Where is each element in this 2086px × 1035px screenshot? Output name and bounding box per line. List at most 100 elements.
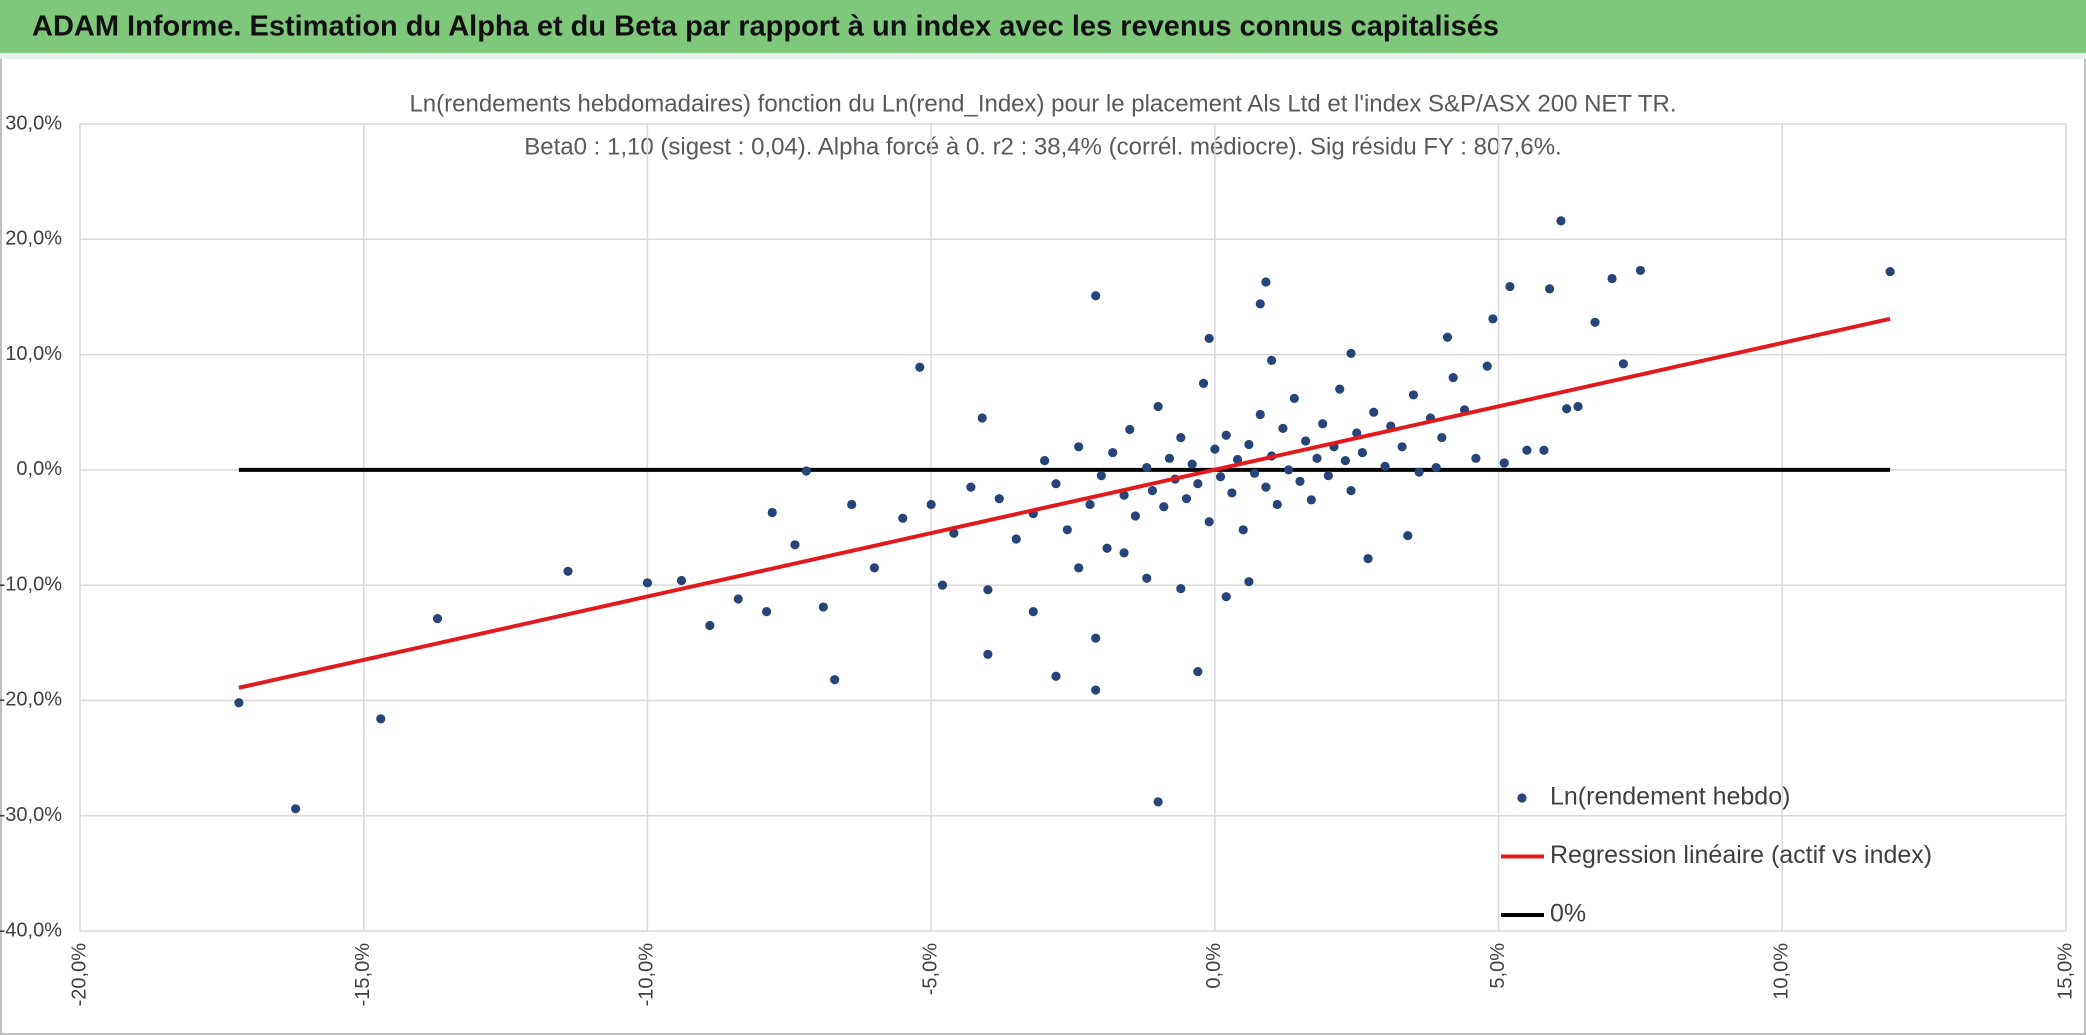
scatter-point — [898, 513, 908, 523]
scatter-point — [1635, 265, 1646, 276]
scatter-point — [1408, 390, 1419, 400]
y-tick-label: -20,0% — [0, 689, 62, 711]
header-title: ADAM Informe. Estimation du Alpha et du … — [32, 11, 1499, 43]
legend-marker — [1517, 793, 1527, 803]
scatter-point — [432, 613, 443, 624]
scatter-point — [1221, 592, 1231, 602]
scatter-point — [994, 494, 1004, 504]
scatter-point — [767, 507, 777, 518]
scatter-point — [1119, 548, 1129, 558]
scatter-point — [291, 804, 301, 814]
scatter-point — [234, 698, 244, 708]
scatter-point — [983, 649, 993, 659]
scatter-point — [1119, 490, 1129, 500]
scatter-point — [847, 499, 857, 510]
scatter-point — [1340, 456, 1350, 466]
scatter-point — [676, 575, 687, 586]
scatter-point — [1176, 584, 1186, 594]
scatter-point — [1261, 277, 1271, 287]
scatter-point — [1380, 461, 1390, 471]
scatter-point — [1522, 445, 1532, 455]
scatter-point — [1096, 471, 1106, 481]
scatter-point — [830, 675, 840, 685]
x-tick-label: 0,0% — [1203, 943, 1225, 989]
scatter-point — [1051, 671, 1061, 681]
x-tick-label: 10,0% — [1771, 943, 1793, 1000]
scatter-point — [1306, 495, 1316, 505]
scatter-point — [1249, 468, 1260, 478]
scatter-point — [1545, 284, 1555, 294]
scatter-point — [1181, 494, 1192, 504]
scatter-point — [1442, 332, 1453, 342]
scatter-point — [1221, 430, 1231, 440]
scatter-point — [1011, 534, 1021, 544]
scatter-point — [1301, 436, 1311, 446]
scatter-point — [1125, 424, 1135, 435]
scatter-point — [926, 499, 936, 510]
legend-label: Regression linéaire (actif vs index) — [1550, 841, 1932, 869]
x-tick-label: 5,0% — [1487, 943, 1509, 989]
scatter-point — [1091, 291, 1101, 301]
scatter-point — [966, 482, 976, 492]
y-tick-label: 20,0% — [5, 228, 62, 250]
scatter-point — [1369, 407, 1379, 417]
scatter-point — [1618, 359, 1629, 369]
scatter-point — [1278, 423, 1288, 433]
scatter-point — [1232, 454, 1243, 465]
scatter-point — [915, 362, 925, 372]
scatter-point — [376, 714, 386, 724]
scatter-point — [1482, 361, 1492, 371]
scatter-point — [1267, 355, 1277, 365]
scatter-point — [1437, 432, 1447, 443]
x-tick-label: -5,0% — [919, 943, 941, 995]
scatter-point — [1204, 333, 1214, 344]
scatter-point — [1193, 479, 1203, 489]
scatter-point — [1102, 543, 1112, 553]
scatter-point — [1187, 459, 1197, 469]
scatter-point — [1147, 486, 1158, 496]
scatter-point — [1431, 462, 1441, 473]
scatter-point — [1323, 471, 1333, 481]
header-shadow — [0, 53, 2086, 59]
scatter-point — [1176, 432, 1186, 443]
scatter-point — [801, 466, 811, 476]
legend-label: 0% — [1550, 900, 1586, 928]
scatter-point — [733, 594, 743, 604]
scatter-point — [1074, 563, 1084, 573]
header-bar — [0, 0, 2086, 53]
scatter-point — [1159, 502, 1169, 512]
legend-label: Ln(rendement hebdo) — [1550, 783, 1790, 811]
scatter-point — [1346, 348, 1356, 359]
chart-subtitle: Beta0 : 1,10 (sigest : 0,04). Alpha forc… — [524, 133, 1561, 160]
scatter-point — [1028, 607, 1038, 617]
scatter-point — [1346, 486, 1356, 496]
y-tick-label: 0,0% — [16, 458, 62, 480]
scatter-point — [1289, 393, 1299, 403]
scatter-point — [1062, 525, 1072, 535]
scatter-point — [1607, 273, 1617, 284]
scatter-point — [1363, 554, 1373, 564]
scatter-point — [818, 602, 828, 612]
scatter-point — [869, 563, 880, 573]
scatter-point — [1040, 456, 1050, 466]
scatter-point — [1573, 401, 1583, 412]
scatter-point — [1312, 453, 1322, 463]
scatter-point — [1335, 384, 1345, 394]
scatter-point — [1153, 797, 1163, 807]
scatter-point — [1193, 667, 1203, 677]
scatter-point — [1255, 299, 1265, 309]
scatter-point — [1051, 479, 1061, 489]
scatter-point — [1403, 530, 1413, 541]
scatter-point — [1244, 577, 1254, 587]
scatter-point — [1471, 453, 1481, 463]
scatter-point — [1198, 378, 1209, 388]
scatter-point — [1142, 573, 1152, 583]
scatter-point — [1261, 482, 1271, 492]
scatter-point — [1556, 216, 1566, 226]
scatter-point — [1318, 419, 1328, 429]
y-tick-label: 10,0% — [5, 343, 62, 365]
scatter-point — [1130, 511, 1141, 521]
scatter-point — [1352, 428, 1362, 438]
